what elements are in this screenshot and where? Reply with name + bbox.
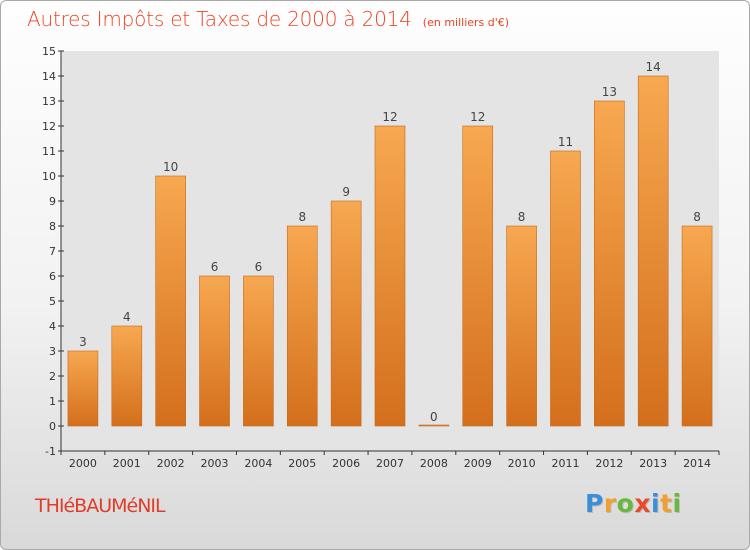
bar-2011 — [550, 150, 581, 427]
y-tick-label: 10 — [42, 170, 56, 183]
x-tick-label: 2005 — [288, 457, 316, 470]
bar-2002 — [155, 175, 186, 427]
data-label: 6 — [255, 260, 263, 274]
logo-letter: t — [660, 489, 673, 518]
x-tick-label: 2010 — [508, 457, 536, 470]
bar-2014 — [681, 225, 713, 427]
x-tick-label: 2008 — [420, 457, 448, 470]
y-tick-label: 9 — [49, 195, 56, 208]
bar-2004 — [243, 275, 274, 427]
x-tick-label: 2006 — [332, 457, 360, 470]
y-tick-label: 0 — [49, 420, 56, 433]
logo-letter: i — [672, 489, 682, 518]
bar-2013 — [637, 75, 669, 427]
logo-letter: o — [616, 489, 635, 518]
chart-title-line: Autres Impôts et Taxes de 2000 à 2014 (e… — [27, 7, 509, 31]
y-tick-label: 2 — [49, 370, 56, 383]
x-tick-label: 2007 — [376, 457, 404, 470]
chart-bars — [67, 75, 713, 427]
chart-subtitle: (en milliers d'€) — [422, 16, 510, 29]
y-tick-label: 13 — [42, 95, 56, 108]
bar-2008 — [418, 424, 450, 427]
x-tick-label: 2003 — [201, 457, 229, 470]
y-tick-label: 7 — [49, 245, 56, 258]
data-label: 8 — [693, 210, 701, 224]
bar-2006 — [330, 200, 362, 427]
x-tick-label: 2004 — [244, 457, 272, 470]
logo-letter: P — [585, 489, 604, 518]
data-label: 4 — [123, 310, 131, 324]
chart-data-labels: 3 4 10 6 6 8 9 12 0 12 8 11 13 14 8 — [79, 60, 701, 424]
chart-title: Autres Impôts et Taxes de 2000 à 2014 — [27, 7, 412, 31]
x-tick-label: 2012 — [595, 457, 623, 470]
x-tick-label: 2002 — [157, 457, 185, 470]
x-tick-label: 2013 — [639, 457, 667, 470]
y-tick-label: 6 — [49, 270, 56, 283]
proxiti-logo: Proxiti — [585, 489, 682, 518]
y-tick-label: 14 — [42, 70, 56, 83]
x-tick-label: 2014 — [683, 457, 711, 470]
data-label: 6 — [211, 260, 219, 274]
x-tick-label: 2011 — [551, 457, 579, 470]
bar-2005 — [286, 225, 318, 427]
logo-letter: i — [651, 489, 661, 518]
commune-name: THIéBAUMéNIL — [35, 495, 166, 517]
data-label: 14 — [646, 60, 661, 74]
y-tick-label: 5 — [49, 295, 56, 308]
data-label: 0 — [430, 410, 438, 424]
logo-letter: r — [603, 489, 617, 518]
x-tick-label: 2000 — [69, 457, 97, 470]
bar-2001 — [111, 325, 143, 427]
bar-2003 — [199, 275, 230, 427]
data-label: 10 — [163, 160, 178, 174]
x-tick-label: 2009 — [464, 457, 492, 470]
bar-2000 — [67, 350, 99, 427]
y-tick-label: 4 — [49, 320, 56, 333]
bar-2009 — [462, 125, 494, 427]
data-label: 13 — [602, 85, 617, 99]
y-tick-label: 1 — [49, 395, 56, 408]
bar-2007 — [374, 125, 406, 427]
data-label: 11 — [558, 135, 573, 149]
data-label: 12 — [382, 110, 397, 124]
x-tick-label: 2001 — [113, 457, 141, 470]
y-tick-label: 11 — [42, 145, 56, 158]
data-label: 8 — [518, 210, 526, 224]
logo-letter: x — [634, 489, 651, 518]
data-label: 3 — [79, 335, 87, 349]
data-label: 12 — [470, 110, 485, 124]
data-label: 8 — [298, 210, 306, 224]
bar-2012 — [594, 100, 625, 427]
data-label: 9 — [342, 185, 350, 199]
y-tick-label: -1 — [45, 445, 56, 458]
y-tick-label: 12 — [42, 120, 56, 133]
bar-2010 — [506, 225, 537, 427]
y-tick-label: 8 — [49, 220, 56, 233]
y-tick-label: 15 — [42, 45, 56, 58]
y-tick-label: 3 — [49, 345, 56, 358]
